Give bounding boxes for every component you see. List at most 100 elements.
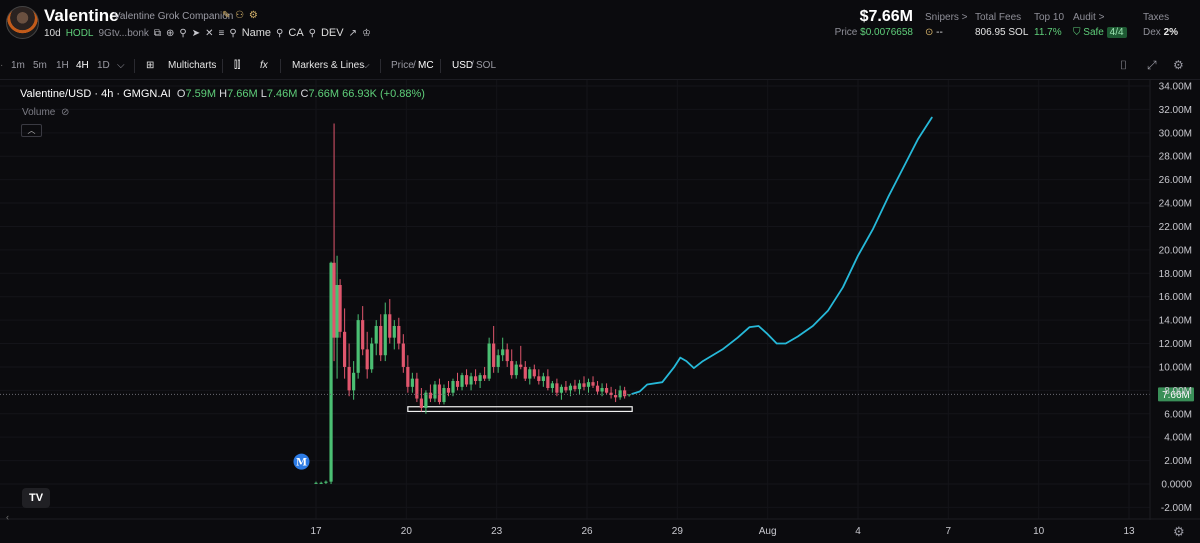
candle-body [501, 349, 505, 356]
candle-body [523, 366, 527, 379]
multicharts-button[interactable]: Multicharts [168, 60, 217, 71]
crown-icon[interactable]: ♔ [362, 27, 371, 39]
multicharts-plus-icon[interactable]: ⊞ [146, 60, 155, 71]
support-rectangle [407, 406, 633, 413]
marker-badge [293, 453, 310, 470]
camera-icon[interactable]: ⌷ [1120, 58, 1128, 72]
interval-chevron-down-icon[interactable]: ⌵ [117, 60, 125, 71]
y-tick-label: 34.00M [1159, 82, 1192, 93]
market-cap-value: $7.66M [859, 8, 913, 25]
markers-chevron-down-icon[interactable]: ⌵ [362, 60, 370, 71]
candle-body [370, 343, 374, 370]
candle-body [483, 375, 487, 379]
candle-body [519, 364, 523, 367]
high-label: H [219, 88, 228, 100]
token-header: Valentine Valentine Grok Companion ✎ ⚇ ⚙… [0, 0, 1200, 50]
candle-body [496, 355, 500, 367]
edit-icon[interactable]: ✎ ⚇ ⚙ [222, 10, 259, 21]
x-tick-label: 13 [1123, 526, 1135, 537]
y-tick-label: 20.00M [1159, 245, 1192, 256]
search-dev-icon[interactable]: ⚲ [308, 27, 316, 39]
y-tick-label: 12.00M [1159, 339, 1192, 350]
candle-body [591, 382, 595, 386]
x-icon[interactable]: ✕ [205, 27, 214, 39]
close-label: C [300, 88, 309, 100]
candle-body [487, 343, 491, 379]
usd-toggle[interactable]: USD [452, 60, 474, 71]
y-tick-label: 6.00M [1164, 409, 1192, 420]
snipers-value: ⊙ -- [925, 27, 943, 38]
eye-hidden-icon[interactable]: ⊘ [61, 107, 70, 118]
copy-icon[interactable]: ⧉ [153, 27, 162, 39]
candle-body [614, 395, 618, 398]
candle-body [618, 390, 622, 398]
snipers-label[interactable]: Snipers > [925, 12, 968, 23]
dev-search-link[interactable]: DEV [320, 27, 344, 39]
candle-body [424, 392, 428, 408]
y-tick-label: 32.00M [1159, 105, 1192, 116]
y-tick-label: 26.00M [1159, 175, 1192, 186]
candles [314, 123, 631, 484]
candle-body [514, 364, 518, 376]
toolbar-divider [222, 59, 223, 73]
interval-1d[interactable]: 1D [97, 60, 110, 71]
collapse-legend-button[interactable]: ︿ [21, 124, 42, 137]
audit-label[interactable]: Audit > [1073, 12, 1105, 23]
audit-value: ⛉ Safe 4/4 [1073, 27, 1127, 38]
y-tick-label: 2.00M [1164, 456, 1192, 467]
x-tick-label: Aug [759, 526, 777, 537]
y-tick-label: 30.00M [1159, 128, 1192, 139]
candle-body [451, 380, 455, 393]
candles-style-icon[interactable]: ⫿⫿ [234, 60, 241, 71]
contract-address[interactable]: 9Gtv...bonk [98, 27, 149, 39]
projection-line-layer [631, 116, 933, 395]
ca-search-link[interactable]: CA [288, 27, 304, 39]
mc-toggle[interactable]: MC [418, 60, 434, 71]
person-icon[interactable]: ⚲ [179, 27, 187, 39]
markers-lines-button[interactable]: Markers & Lines [292, 60, 365, 71]
taxes-label: Taxes [1143, 12, 1170, 23]
y-tick-label: 18.00M [1159, 269, 1192, 280]
y-tick-label: 0.0000 [1161, 480, 1192, 491]
total-fees-label: Total Fees [975, 12, 1022, 23]
price-label: Price [834, 27, 858, 38]
tradingview-logo[interactable]: TV [22, 488, 50, 508]
candle-body [347, 366, 351, 391]
candle-body [356, 320, 360, 373]
sol-toggle[interactable]: SOL [476, 60, 497, 71]
globe-icon[interactable]: ⊕ [166, 27, 175, 39]
taxes-prefix: Dex [1143, 27, 1161, 38]
expand-icon[interactable]: ⤢ [1147, 58, 1157, 72]
candle-body [473, 376, 478, 381]
interval-5m[interactable]: 5m [33, 60, 47, 71]
search-icon[interactable]: ⚲ [229, 27, 237, 39]
token-name: Valentine [44, 6, 119, 25]
y-tick-label: 28.00M [1159, 152, 1192, 163]
list-icon[interactable]: ≡ [218, 27, 225, 39]
price-chart[interactable]: 7.66M 34.00M 32.00M 30.00M 28.00M 26.00M 24.0… [0, 80, 1200, 543]
candle-body [492, 343, 496, 367]
telegram-icon[interactable]: ➤ [191, 27, 201, 39]
top10-label: Top 10 [1034, 12, 1065, 23]
indicators-fx-icon[interactable]: fx [260, 60, 268, 71]
candle-body [433, 384, 437, 399]
toolbar-edge-dot: · [0, 60, 4, 71]
chevron-left-icon[interactable]: ‹ [6, 512, 9, 522]
candle-body [352, 372, 356, 391]
share-icon[interactable]: ↗ [348, 27, 357, 39]
candle-body [442, 388, 446, 403]
candle-body [582, 383, 586, 387]
chart-toolbar: · 1m 5m 1H 4H 1D ⌵ ⊞ Multicharts ⫿⫿ fx M… [0, 52, 1200, 80]
taxes-number: 2% [1163, 27, 1179, 38]
settings-icon[interactable]: ⚙ [1173, 58, 1184, 72]
name-search-link[interactable]: Name [241, 27, 272, 39]
price-toggle[interactable]: Price [391, 60, 414, 71]
interval-4h[interactable]: 4H [76, 60, 89, 71]
gear-icon[interactable]: ⚙ [1173, 524, 1185, 539]
search-ca-icon[interactable]: ⚲ [276, 27, 284, 39]
candle-body [568, 385, 573, 391]
audit-badge: 4/4 [1106, 27, 1127, 38]
interval-1h[interactable]: 1H [56, 60, 69, 71]
candle-body [446, 388, 451, 393]
interval-1m[interactable]: 1m [11, 60, 25, 71]
